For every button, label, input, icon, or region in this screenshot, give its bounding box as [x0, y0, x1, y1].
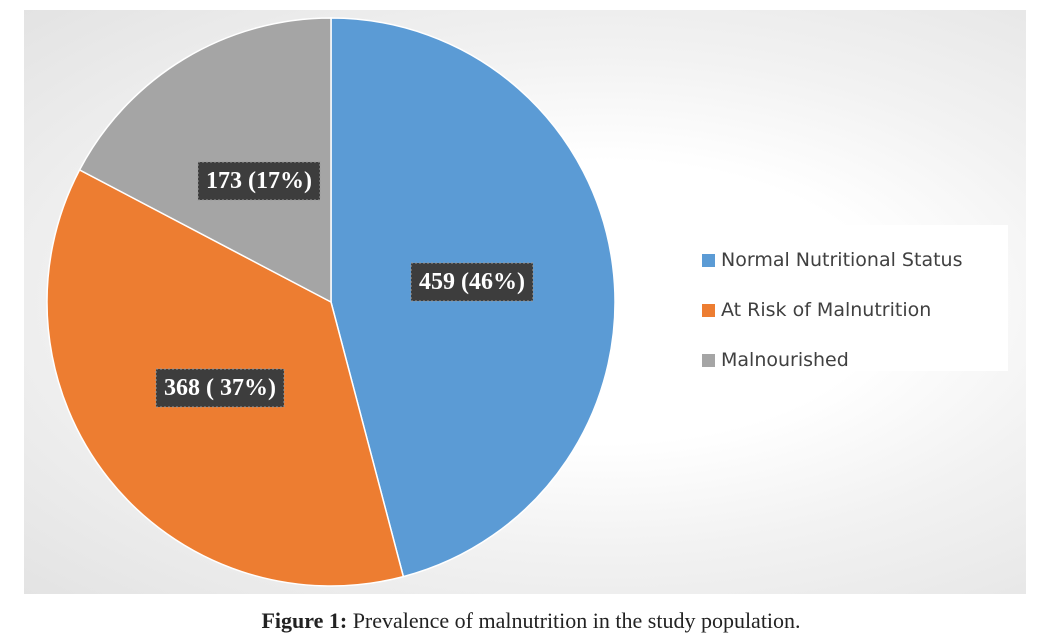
legend-entry-at-risk: At Risk of Malnutrition: [702, 285, 1008, 335]
pie-data-labels: 459 (46%) 368 ( 37%) 173 (17%): [155, 161, 534, 408]
legend-label-at-risk: At Risk of Malnutrition: [721, 299, 932, 321]
data-label-box-at-risk: [155, 368, 285, 408]
data-label-text-normal: 459 (46%): [419, 269, 525, 295]
legend-swatch-malnourished: [702, 353, 715, 367]
legend-swatch-at-risk: [702, 303, 715, 317]
chart-legend: Normal Nutritional Status At Risk of Mal…: [692, 225, 1008, 371]
legend-label-malnourished: Malnourished: [721, 349, 849, 371]
pie-slice-malnourished: [78, 17, 332, 304]
legend-label-normal: Normal Nutritional Status: [721, 249, 963, 271]
data-label-text-malnourished: 173 (17%): [206, 168, 312, 194]
caption-text: Prevalence of malnutrition in the study …: [347, 608, 801, 633]
legend-entry-normal: Normal Nutritional Status: [702, 235, 1008, 285]
data-label-box-malnourished: [197, 161, 321, 201]
legend-swatch-normal: [702, 253, 715, 267]
caption-label: Figure 1:: [261, 608, 348, 633]
data-label-at-risk: 368 ( 37%): [155, 368, 285, 408]
legend-entry-malnourished: Malnourished: [702, 335, 1008, 385]
data-label-text-at-risk: 368 ( 37%): [164, 375, 276, 401]
data-label-malnourished: 173 (17%): [197, 161, 321, 201]
data-label-normal: 459 (46%): [410, 262, 534, 302]
pie-slices: [46, 17, 616, 587]
figure-caption: Figure 1: Prevalence of malnutrition in …: [0, 608, 1062, 634]
data-label-box-normal: [410, 262, 534, 302]
